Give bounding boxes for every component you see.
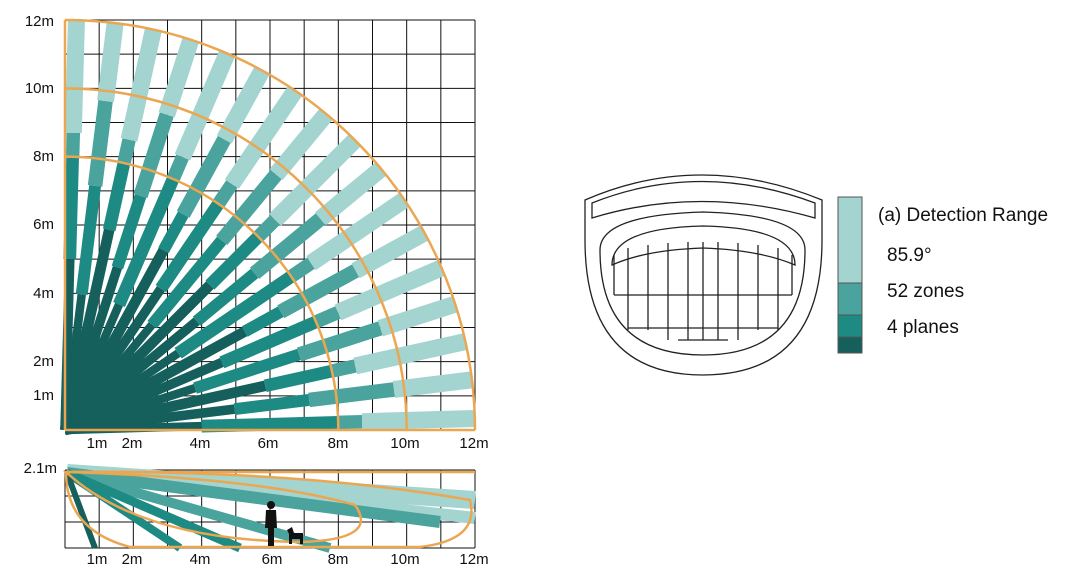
detection-beam bbox=[249, 213, 326, 279]
side-view bbox=[62, 464, 476, 553]
detection-beam bbox=[313, 306, 341, 329]
detection-beam bbox=[351, 225, 429, 279]
detection-beam bbox=[361, 410, 476, 431]
legend: (a) Detection Range 85.9° 52 zones 4 pla… bbox=[837, 196, 1048, 354]
x-label: 8m bbox=[328, 551, 349, 568]
detection-beam bbox=[174, 271, 295, 359]
y-label: 2m bbox=[33, 353, 54, 370]
legend-title: (a) Detection Range bbox=[878, 205, 1048, 226]
top-view bbox=[59, 18, 477, 436]
detection-beam bbox=[269, 134, 361, 226]
detection-beam bbox=[315, 162, 387, 226]
detection-beam bbox=[133, 112, 174, 199]
detection-beam bbox=[102, 161, 131, 232]
detection-beam bbox=[308, 382, 395, 408]
detection-beam bbox=[147, 236, 227, 329]
detection-beam bbox=[174, 50, 235, 161]
detection-beam bbox=[205, 232, 263, 290]
x-label: 12m bbox=[459, 435, 488, 452]
legend-swatch bbox=[837, 196, 863, 284]
y-label: 6m bbox=[33, 216, 54, 233]
person-icon bbox=[267, 501, 275, 509]
detection-beam bbox=[296, 321, 383, 362]
detection-beam bbox=[392, 371, 473, 398]
legend-item: 85.9° bbox=[887, 245, 932, 266]
x-label: 2m bbox=[122, 551, 143, 568]
detection-beam bbox=[353, 333, 468, 375]
range-arc bbox=[64, 87, 408, 431]
detection-beam bbox=[113, 176, 179, 308]
detection-beam bbox=[87, 100, 113, 187]
detection-beam bbox=[216, 66, 270, 144]
x-label: 10m bbox=[390, 435, 419, 452]
y-label: 10m bbox=[25, 80, 54, 97]
detection-beam bbox=[219, 316, 319, 369]
detection-beam bbox=[241, 306, 284, 337]
legend-item: 52 zones bbox=[887, 281, 964, 302]
person-icon bbox=[265, 510, 277, 546]
detection-beam bbox=[330, 359, 357, 378]
legend-swatch bbox=[837, 282, 863, 316]
detection-beam bbox=[117, 138, 136, 165]
x-label: 1m bbox=[87, 551, 108, 568]
y-label: 4m bbox=[33, 285, 54, 302]
detection-beam bbox=[64, 19, 85, 134]
detection-beam bbox=[120, 27, 162, 142]
side-beam bbox=[64, 471, 98, 550]
detection-beam bbox=[97, 22, 124, 103]
range-arc bbox=[64, 155, 340, 431]
x-label: 8m bbox=[328, 435, 349, 452]
detection-beam bbox=[269, 108, 333, 180]
detection-beam bbox=[216, 169, 282, 246]
detection-beam bbox=[176, 135, 231, 218]
y-label: 8m bbox=[33, 148, 54, 165]
detection-beam bbox=[338, 414, 363, 430]
detection-beam bbox=[158, 37, 199, 118]
x-label: 12m bbox=[459, 551, 488, 568]
axis-labels: 12m 10m 8m 6m 4m 2m 1m 1m 2m 4m 6m 8m 10… bbox=[24, 13, 489, 568]
side-beam bbox=[66, 467, 441, 528]
range-edge bbox=[63, 20, 475, 432]
x-label: 2m bbox=[122, 435, 143, 452]
detection-beam bbox=[224, 85, 303, 189]
dog-icon bbox=[287, 527, 303, 544]
detection-beam bbox=[193, 348, 301, 394]
detection-beam bbox=[263, 364, 334, 393]
y-label: 2.1m bbox=[24, 460, 57, 477]
sensor bbox=[584, 174, 823, 376]
detection-beam bbox=[166, 154, 189, 182]
detection-beam bbox=[75, 185, 101, 296]
detection-beam bbox=[287, 257, 315, 283]
detection-beam bbox=[334, 260, 445, 321]
range-arc bbox=[64, 18, 477, 431]
x-label: 6m bbox=[258, 435, 279, 452]
x-label: 1m bbox=[87, 435, 108, 452]
x-label: 6m bbox=[262, 551, 283, 568]
y-label: 12m bbox=[25, 13, 54, 30]
x-label: 10m bbox=[390, 551, 419, 568]
detection-beam bbox=[277, 264, 360, 319]
detection-beam bbox=[201, 415, 339, 433]
detection-beam bbox=[158, 211, 189, 254]
range-ellipse bbox=[62, 470, 363, 544]
detection-beam bbox=[377, 296, 458, 337]
range-ellipse bbox=[64, 470, 473, 549]
detection-beam bbox=[155, 200, 224, 293]
y-label: 1m bbox=[33, 387, 54, 404]
legend-item: 4 planes bbox=[887, 317, 959, 338]
side-beam bbox=[65, 468, 332, 553]
legend-swatch bbox=[837, 314, 863, 338]
detection-beam bbox=[253, 215, 280, 242]
detection-beam bbox=[212, 180, 238, 208]
legend-swatch bbox=[837, 336, 863, 354]
detection-beam bbox=[233, 394, 310, 416]
detection-beam bbox=[63, 156, 80, 260]
detection-beam bbox=[192, 268, 259, 326]
detection-beam bbox=[306, 192, 410, 271]
x-label: 4m bbox=[190, 435, 211, 452]
x-label: 4m bbox=[190, 551, 211, 568]
detection-beam bbox=[111, 194, 147, 270]
detection-beam bbox=[65, 132, 81, 157]
